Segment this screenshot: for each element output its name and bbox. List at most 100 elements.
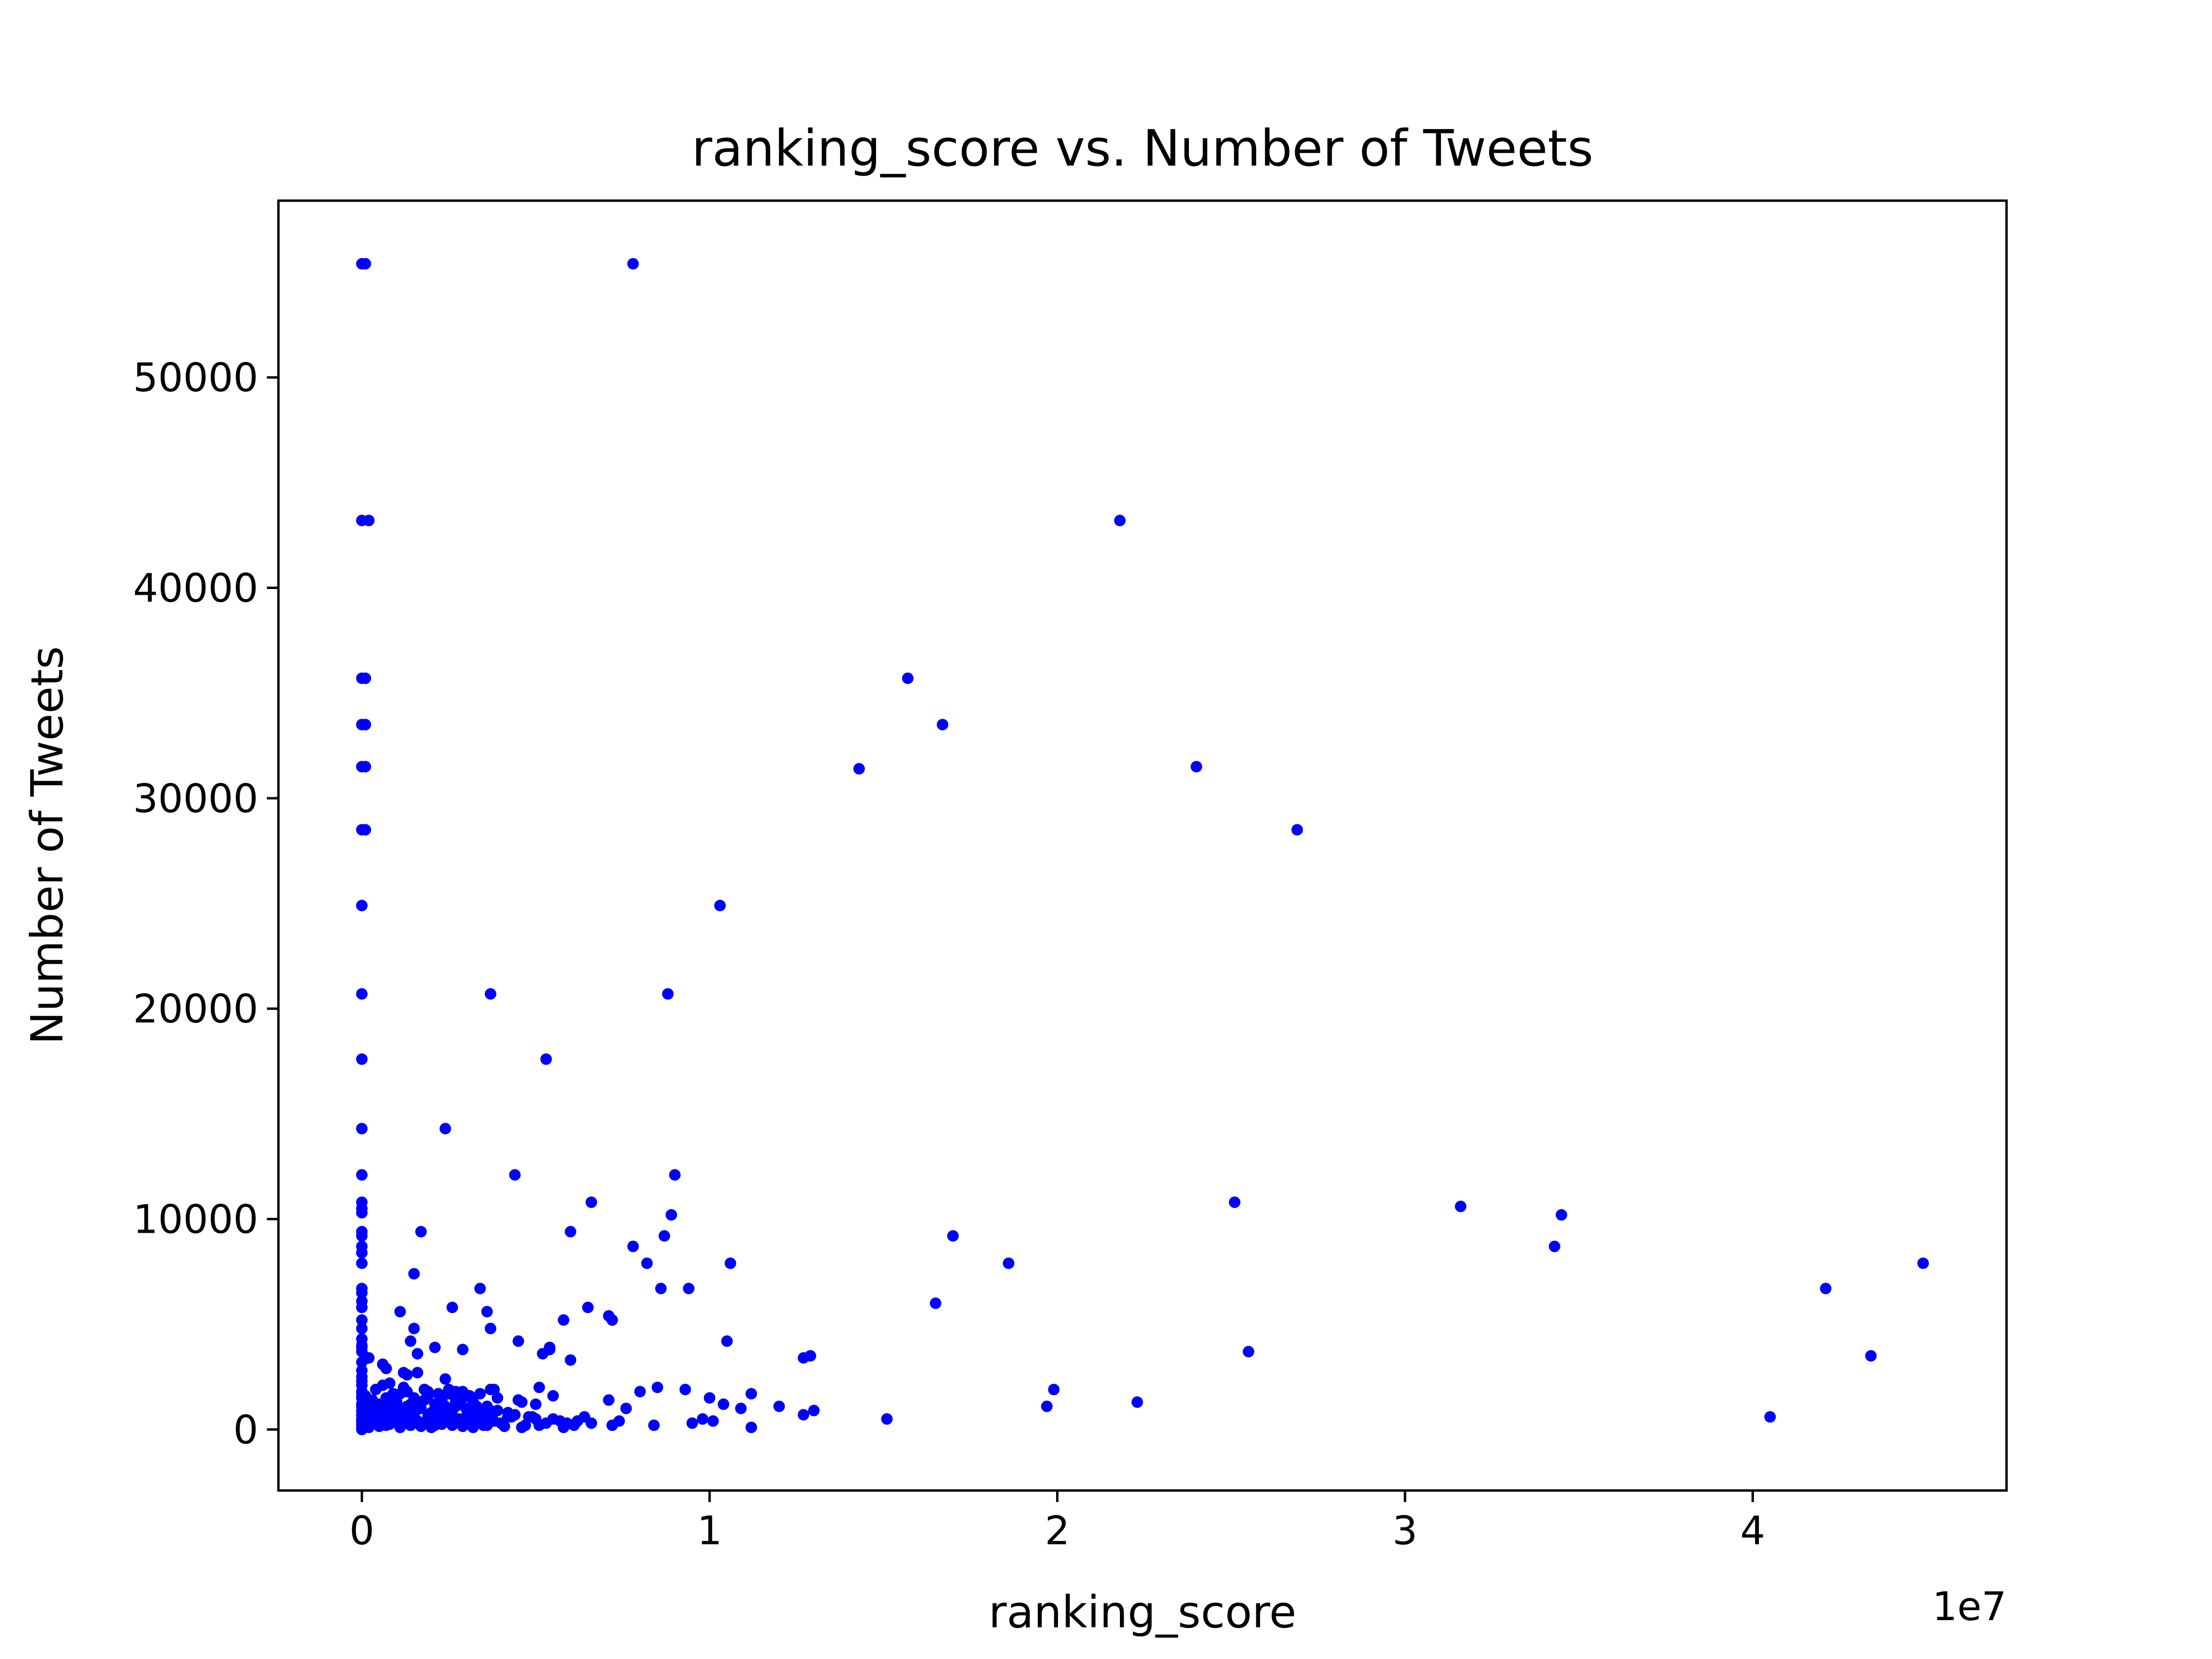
data-point	[356, 1123, 368, 1135]
y-tick-label: 30000	[133, 776, 258, 822]
data-point	[356, 900, 368, 912]
x-axis-offset-label: 1e7	[1932, 1584, 2007, 1630]
data-point	[533, 1382, 545, 1394]
data-point	[401, 1400, 413, 1412]
data-point	[1549, 1240, 1561, 1252]
data-point	[356, 1301, 368, 1313]
data-point	[460, 1390, 472, 1402]
data-point	[1190, 761, 1202, 773]
data-point	[773, 1400, 785, 1412]
data-point	[394, 1421, 406, 1433]
data-point	[853, 763, 865, 775]
x-axis-ticks: 0 1 2 3 4	[349, 1491, 1765, 1554]
data-point	[484, 1405, 496, 1417]
data-point	[474, 1283, 486, 1295]
data-point	[947, 1230, 959, 1242]
data-point	[411, 1367, 423, 1379]
data-point	[356, 1375, 368, 1387]
data-point	[356, 1207, 368, 1219]
y-tick-label: 50000	[133, 355, 258, 401]
data-point	[544, 1341, 555, 1353]
x-tick-label: 2	[1045, 1508, 1070, 1554]
data-point	[457, 1420, 469, 1432]
data-point	[356, 1247, 368, 1259]
data-point	[565, 1354, 577, 1366]
data-point	[387, 1388, 399, 1400]
data-point	[797, 1409, 809, 1421]
data-point	[683, 1283, 695, 1295]
data-point	[662, 988, 674, 1000]
data-point	[1455, 1201, 1467, 1213]
data-point	[356, 1356, 368, 1368]
data-point	[669, 1169, 681, 1181]
data-point	[721, 1335, 733, 1347]
data-point	[937, 719, 949, 731]
data-point	[356, 988, 368, 1000]
data-point	[808, 1405, 820, 1417]
data-point	[655, 1283, 667, 1295]
data-point	[360, 719, 372, 731]
data-point	[363, 515, 375, 527]
data-point	[439, 1123, 451, 1135]
data-point	[356, 1257, 368, 1269]
data-point	[1048, 1383, 1060, 1395]
data-point	[648, 1419, 660, 1431]
data-point	[530, 1398, 541, 1410]
y-tick-label: 0	[233, 1407, 258, 1453]
data-point	[425, 1421, 437, 1433]
y-tick-label: 20000	[133, 986, 258, 1032]
data-point	[498, 1420, 510, 1432]
data-point	[606, 1314, 618, 1326]
data-point	[436, 1418, 448, 1430]
data-point	[360, 761, 372, 773]
data-point	[394, 1306, 406, 1318]
data-point	[745, 1421, 757, 1433]
data-point	[411, 1348, 423, 1360]
data-point	[707, 1415, 719, 1427]
data-point	[384, 1418, 396, 1430]
data-point	[718, 1398, 730, 1410]
data-point	[481, 1306, 493, 1318]
data-point	[408, 1322, 420, 1334]
data-point	[881, 1413, 893, 1425]
data-point	[603, 1394, 615, 1406]
data-point	[523, 1411, 535, 1423]
data-point	[606, 1419, 618, 1431]
data-point	[356, 1287, 368, 1298]
data-point	[502, 1407, 514, 1419]
y-axis-ticks: 0 10000 20000 30000 40000 50000	[133, 355, 278, 1453]
y-tick-label: 10000	[133, 1197, 258, 1243]
data-point	[415, 1420, 427, 1432]
data-point	[356, 1230, 368, 1242]
data-point	[1003, 1257, 1015, 1269]
data-point	[930, 1297, 941, 1309]
data-point	[571, 1415, 583, 1427]
data-point	[470, 1400, 482, 1412]
data-point	[484, 1322, 496, 1334]
data-point	[474, 1388, 486, 1400]
plot-area-frame	[277, 199, 2008, 1492]
data-point	[735, 1403, 747, 1414]
x-tick-label: 4	[1740, 1508, 1765, 1554]
data-point	[481, 1419, 493, 1431]
data-point	[547, 1413, 559, 1425]
data-point	[1555, 1209, 1567, 1221]
data-point	[360, 258, 372, 270]
x-tick-label: 0	[349, 1508, 374, 1554]
data-point	[377, 1379, 389, 1391]
data-point	[797, 1352, 809, 1364]
data-point	[641, 1257, 653, 1269]
data-point	[659, 1230, 670, 1242]
data-point	[467, 1421, 479, 1433]
data-point	[356, 1386, 368, 1397]
data-point	[1114, 515, 1126, 527]
data-point	[697, 1413, 709, 1425]
data-point	[1917, 1257, 1929, 1269]
data-point	[627, 258, 639, 270]
x-tick-label: 1	[697, 1508, 722, 1554]
data-point	[724, 1257, 736, 1269]
data-point	[1764, 1411, 1776, 1423]
data-point	[457, 1344, 469, 1356]
